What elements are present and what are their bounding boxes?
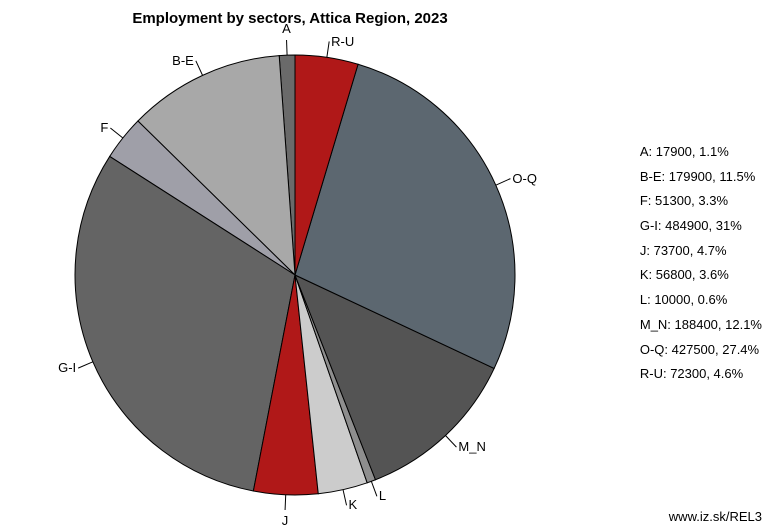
legend-item: B-E: 179900, 11.5% — [640, 165, 762, 190]
slice-label-O-Q: O-Q — [512, 171, 537, 186]
leader-line — [110, 128, 123, 138]
legend-item: M_N: 188400, 12.1% — [640, 313, 762, 338]
leader-line — [371, 481, 377, 496]
legend-item: O-Q: 427500, 27.4% — [640, 338, 762, 363]
leader-line — [285, 495, 286, 510]
leader-line — [196, 61, 203, 76]
legend-item: F: 51300, 3.3% — [640, 189, 762, 214]
slice-label-R-U: R-U — [331, 34, 354, 49]
pie-chart: AB-EFG-IJKLM_NO-QR-U — [60, 40, 530, 510]
legend-item: J: 73700, 4.7% — [640, 239, 762, 264]
legend: A: 17900, 1.1%B-E: 179900, 11.5%F: 51300… — [640, 140, 762, 387]
slice-label-F: F — [100, 120, 108, 135]
leader-line — [445, 435, 456, 447]
leader-line — [287, 40, 288, 55]
legend-item: K: 56800, 3.6% — [640, 263, 762, 288]
legend-item: L: 10000, 0.6% — [640, 288, 762, 313]
leader-line — [496, 179, 511, 186]
leader-line — [78, 362, 93, 368]
slice-label-A: A — [282, 21, 291, 36]
slice-label-M_N: M_N — [458, 439, 485, 454]
slice-label-J: J — [282, 513, 289, 528]
legend-item: G-I: 484900, 31% — [640, 214, 762, 239]
leader-line — [343, 490, 346, 506]
leader-line — [327, 41, 329, 57]
legend-item: R-U: 72300, 4.6% — [640, 362, 762, 387]
slice-label-G-I: G-I — [58, 360, 76, 375]
source-link: www.iz.sk/REL3 — [669, 509, 762, 524]
legend-item: A: 17900, 1.1% — [640, 140, 762, 165]
slice-label-B-E: B-E — [172, 53, 194, 68]
slice-label-K: K — [349, 497, 358, 512]
slice-label-L: L — [379, 488, 386, 503]
